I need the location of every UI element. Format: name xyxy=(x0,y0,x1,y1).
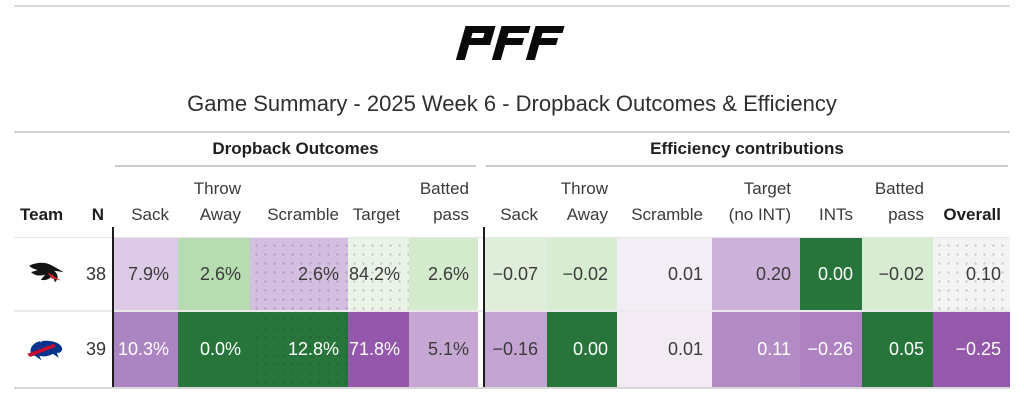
cell-batted-pass-pct: 5.1% xyxy=(409,312,478,387)
cell-scramble-pct: 2.6% xyxy=(250,237,348,312)
cell-overall: 0.10 xyxy=(933,237,1010,312)
group-dropback-outcomes: Dropback Outcomes xyxy=(113,133,478,167)
cell-eff-sack: −0.16 xyxy=(484,312,547,387)
n-value: 39 xyxy=(85,339,106,359)
gap-cell xyxy=(478,312,484,387)
summary-table: Dropback Outcomes Efficiency contributio… xyxy=(14,133,1010,389)
table-row-bills: 39 10.3% 0.0% 12.8% 71.8% 5.1% −0.16 0.0… xyxy=(14,312,1010,387)
col-header-eff-scramble: Scramble xyxy=(631,205,703,224)
cell-eff-target-no-int: 0.20 xyxy=(712,237,800,312)
col-header-throw-away: Throw Away xyxy=(193,179,241,224)
column-header-row: Team N Sack Throw Away Scramble Target Ba… xyxy=(14,165,1010,237)
cell-sack-pct: 7.9% xyxy=(113,237,178,312)
col-header-eff-throw-away: Throw Away xyxy=(560,179,608,224)
bottom-divider xyxy=(14,387,1010,389)
title-divider xyxy=(14,131,1010,133)
cell-eff-sack: −0.07 xyxy=(484,237,547,312)
cell-target-pct: 84.2% xyxy=(348,237,409,312)
cell-target-pct: 71.8% xyxy=(348,312,409,387)
cell-eff-ints: 0.00 xyxy=(800,237,862,312)
col-header-eff-target-no-int: Target (no INT) xyxy=(728,179,791,224)
col-header-batted-pass: Batted pass xyxy=(419,179,469,224)
gap-cell xyxy=(478,237,484,312)
team-cell-bills xyxy=(14,312,76,387)
col-header-eff-batted-pass: Batted pass xyxy=(874,179,924,224)
cell-eff-throw-away: 0.00 xyxy=(547,312,617,387)
cell-eff-scramble: 0.01 xyxy=(617,312,712,387)
col-header-target: Target xyxy=(352,205,400,224)
group-header-row: Dropback Outcomes Efficiency contributio… xyxy=(14,133,1010,167)
bills-logo-icon xyxy=(27,337,63,360)
col-header-eff-ints: INTs xyxy=(819,205,853,224)
group-column-divider xyxy=(483,227,485,387)
cell-scramble-pct: 12.8% xyxy=(250,312,348,387)
cell-eff-batted-pass: 0.05 xyxy=(862,312,933,387)
col-header-team: Team xyxy=(20,205,64,224)
table-row-falcons: 38 7.9% 2.6% 2.6% 84.2% 2.6% −0.07 −0.02… xyxy=(14,237,1010,312)
cell-throw-away-pct: 2.6% xyxy=(178,237,250,312)
n-value: 38 xyxy=(76,237,113,312)
cell-eff-batted-pass: −0.02 xyxy=(862,237,933,312)
cell-batted-pass-pct: 2.6% xyxy=(409,237,478,312)
group-label: Efficiency contributions xyxy=(650,139,844,158)
col-header-scramble: Scramble xyxy=(267,205,339,224)
falcons-logo-icon xyxy=(29,262,64,283)
pff-logo-icon xyxy=(455,26,565,60)
cell-eff-target-no-int: 0.11 xyxy=(712,312,800,387)
col-header-eff-sack: Sack xyxy=(500,205,538,224)
group-spacer xyxy=(14,133,113,165)
logo-row xyxy=(0,21,1024,65)
cell-eff-scramble: 0.01 xyxy=(617,237,712,312)
col-header-overall: Overall xyxy=(943,205,1001,224)
top-divider xyxy=(14,5,1010,7)
col-header-n: N xyxy=(91,205,104,224)
cell-sack-pct: 10.3% xyxy=(113,312,178,387)
col-header-sack: Sack xyxy=(131,205,169,224)
cell-throw-away-pct: 0.0% xyxy=(178,312,250,387)
group-efficiency-contributions: Efficiency contributions xyxy=(484,133,1010,167)
cell-eff-ints: −0.26 xyxy=(800,312,862,387)
group-label: Dropback Outcomes xyxy=(212,139,379,158)
team-column-divider xyxy=(112,227,114,387)
page-title: Game Summary - 2025 Week 6 - Dropback Ou… xyxy=(187,91,837,116)
team-cell-falcons xyxy=(14,237,76,312)
cell-overall: −0.25 xyxy=(933,312,1010,387)
cell-eff-throw-away: −0.02 xyxy=(547,237,617,312)
